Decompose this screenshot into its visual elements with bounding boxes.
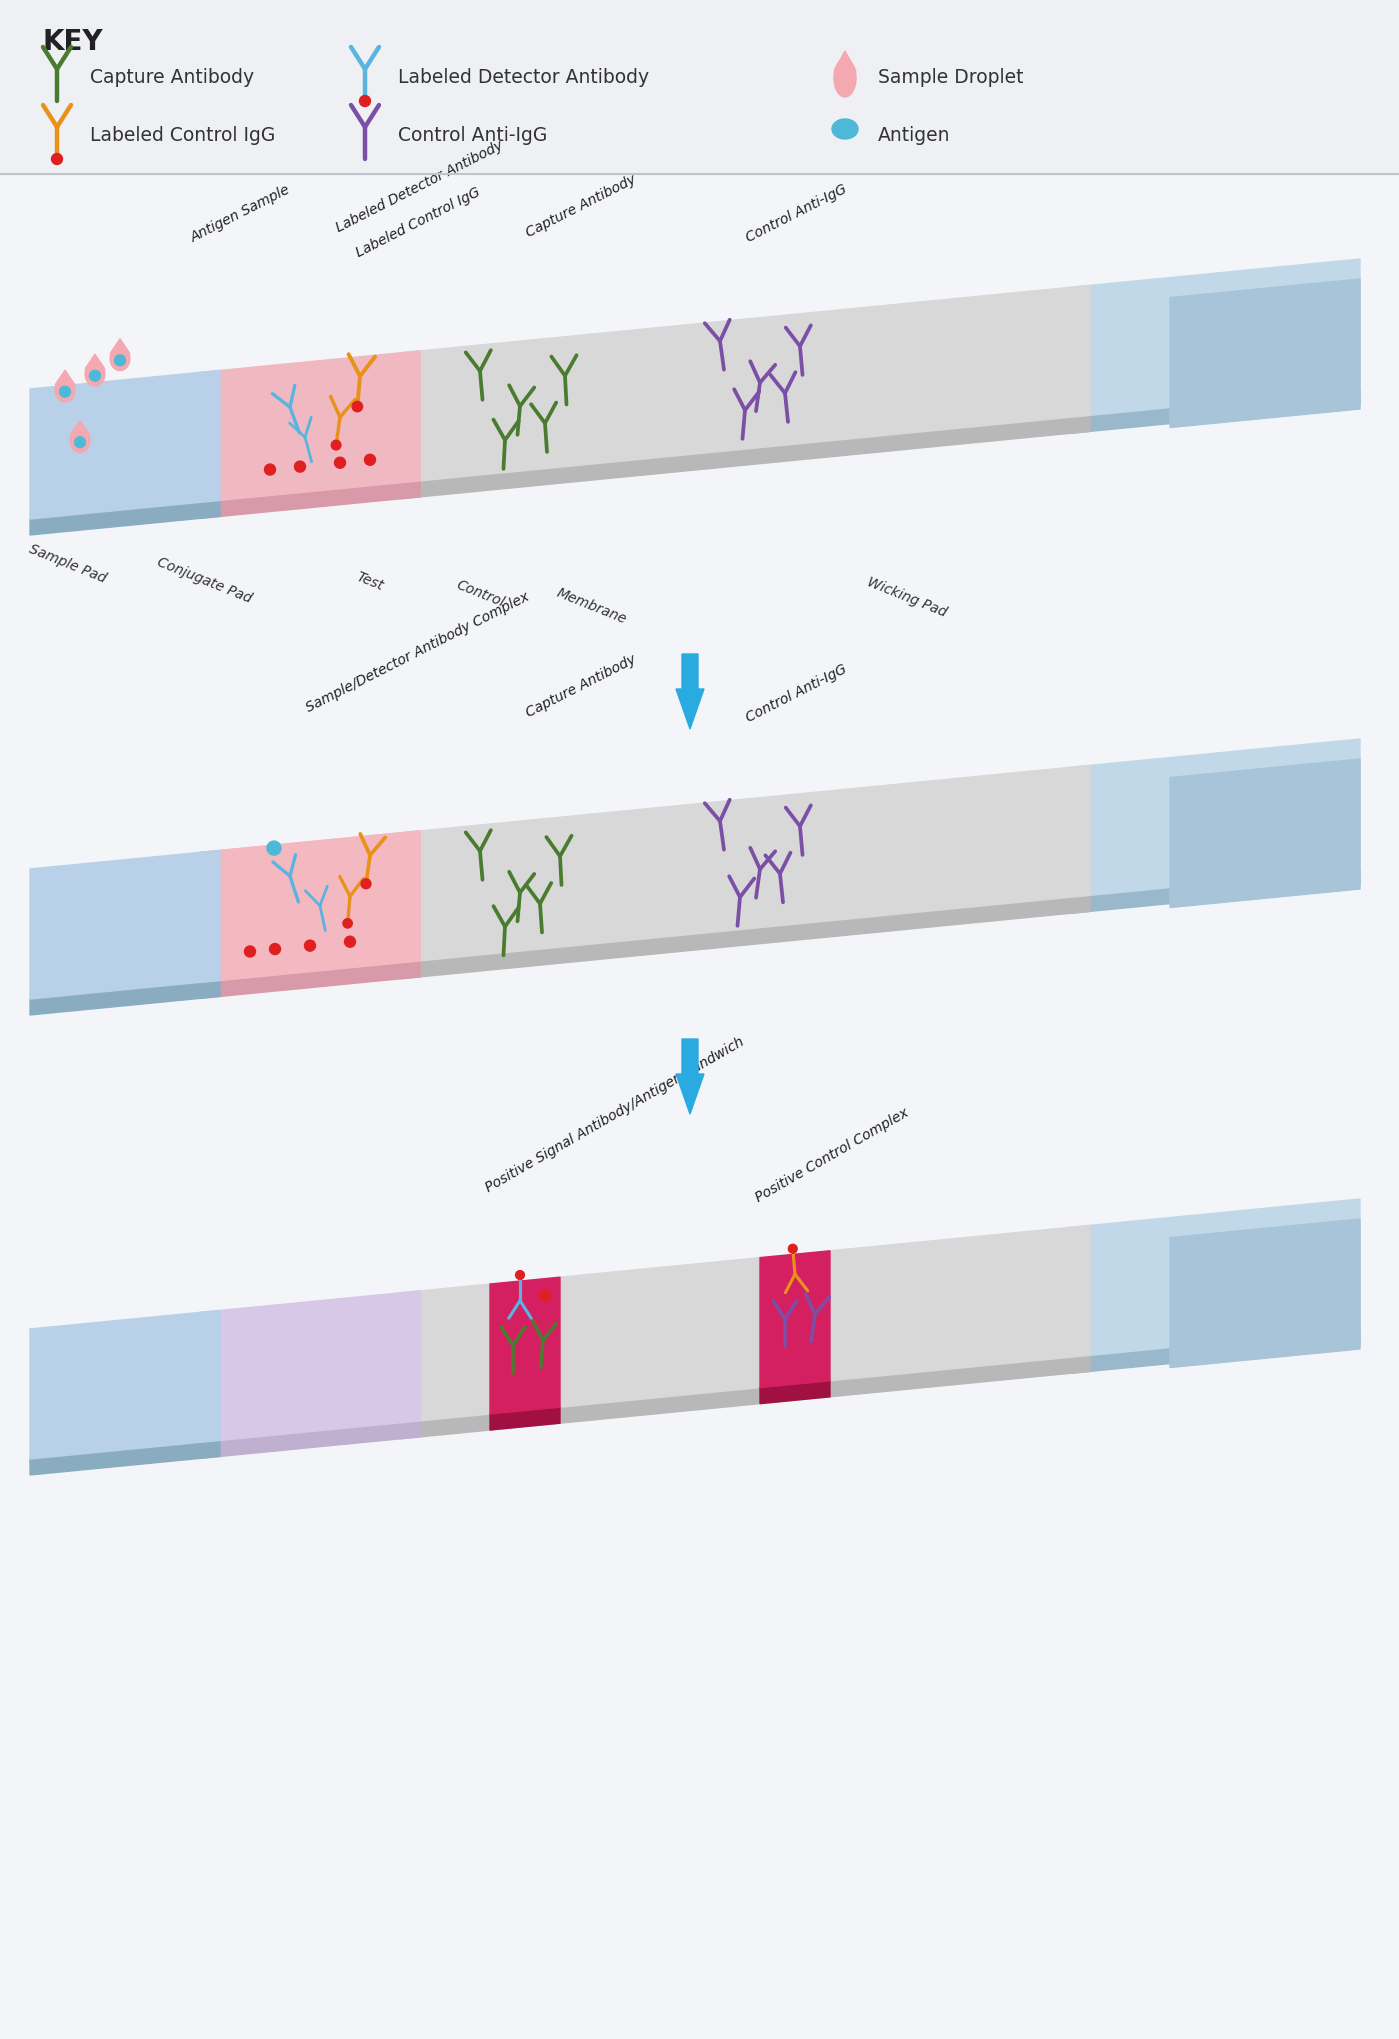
Ellipse shape	[832, 120, 858, 141]
Polygon shape	[55, 371, 76, 385]
Polygon shape	[1070, 389, 1360, 434]
Circle shape	[264, 465, 276, 475]
Circle shape	[353, 402, 362, 412]
Polygon shape	[1170, 761, 1360, 907]
Circle shape	[334, 459, 346, 469]
Circle shape	[267, 842, 281, 856]
Polygon shape	[400, 285, 1090, 483]
Polygon shape	[400, 1225, 1090, 1423]
Circle shape	[361, 879, 371, 889]
Polygon shape	[200, 1291, 420, 1444]
Circle shape	[270, 944, 281, 954]
Polygon shape	[834, 51, 856, 71]
Polygon shape	[200, 351, 420, 504]
Text: Control Anti-IgG: Control Anti-IgG	[397, 126, 547, 145]
Polygon shape	[70, 422, 90, 436]
Text: Capture Antibody: Capture Antibody	[90, 67, 255, 86]
Polygon shape	[111, 341, 130, 355]
Ellipse shape	[85, 363, 105, 387]
Text: Labeled Detector Antibody: Labeled Detector Antibody	[333, 139, 505, 234]
Polygon shape	[29, 502, 220, 536]
FancyArrow shape	[676, 655, 704, 730]
Circle shape	[343, 920, 353, 928]
Text: Control Anti-IgG: Control Anti-IgG	[744, 181, 849, 245]
Ellipse shape	[111, 347, 130, 371]
Ellipse shape	[834, 59, 856, 98]
Text: Antigen Sample: Antigen Sample	[189, 184, 292, 245]
Text: Positive Signal Antibody/Antigen Sandwich: Positive Signal Antibody/Antigen Sandwic…	[483, 1034, 747, 1195]
Text: Wicking Pad: Wicking Pad	[865, 575, 949, 620]
Bar	[0, 0, 1399, 175]
Polygon shape	[760, 1252, 830, 1389]
Polygon shape	[29, 1311, 220, 1460]
Circle shape	[305, 940, 316, 952]
Polygon shape	[760, 1380, 830, 1405]
Circle shape	[365, 455, 375, 467]
Polygon shape	[85, 355, 105, 369]
Circle shape	[245, 946, 256, 958]
Text: Membrane: Membrane	[555, 585, 628, 626]
Polygon shape	[29, 981, 220, 1015]
Polygon shape	[200, 832, 420, 983]
Polygon shape	[29, 850, 220, 999]
Polygon shape	[400, 1356, 1090, 1440]
Text: Sample/Detector Antibody Complex: Sample/Detector Antibody Complex	[304, 589, 532, 714]
Circle shape	[60, 387, 70, 398]
Text: Labeled Control IgG: Labeled Control IgG	[354, 186, 483, 259]
Polygon shape	[200, 962, 420, 999]
Circle shape	[540, 1291, 550, 1301]
Circle shape	[52, 155, 63, 165]
Text: Positive Control Complex: Positive Control Complex	[753, 1105, 911, 1205]
Polygon shape	[29, 371, 220, 520]
Polygon shape	[1170, 1219, 1360, 1368]
Circle shape	[115, 355, 126, 367]
Polygon shape	[400, 895, 1090, 979]
Text: Labeled Detector Antibody: Labeled Detector Antibody	[397, 67, 649, 86]
Circle shape	[344, 936, 355, 948]
Circle shape	[360, 96, 371, 108]
Ellipse shape	[55, 379, 76, 404]
Polygon shape	[200, 832, 420, 983]
Text: Conjugate Pad: Conjugate Pad	[155, 555, 253, 606]
Polygon shape	[490, 1278, 560, 1415]
Polygon shape	[200, 481, 420, 520]
Polygon shape	[1070, 1329, 1360, 1374]
Polygon shape	[1070, 740, 1360, 897]
Polygon shape	[1170, 279, 1360, 428]
Polygon shape	[200, 1421, 420, 1458]
Text: Labeled Control IgG: Labeled Control IgG	[90, 126, 276, 145]
Circle shape	[90, 371, 101, 381]
Ellipse shape	[70, 430, 90, 453]
Text: Test: Test	[355, 569, 386, 593]
Text: Capture Antibody: Capture Antibody	[523, 171, 638, 241]
Text: Control Anti-IgG: Control Anti-IgG	[744, 663, 849, 724]
Circle shape	[295, 463, 305, 473]
Polygon shape	[400, 767, 1090, 962]
Text: Antigen: Antigen	[879, 126, 950, 145]
Polygon shape	[1070, 1199, 1360, 1358]
Circle shape	[332, 440, 341, 451]
Polygon shape	[1070, 259, 1360, 418]
Text: KEY: KEY	[42, 29, 102, 55]
Circle shape	[516, 1270, 525, 1280]
Polygon shape	[490, 1407, 560, 1429]
Polygon shape	[1070, 869, 1360, 913]
Text: Control: Control	[455, 577, 506, 610]
Circle shape	[789, 1244, 797, 1254]
Text: Sample Pad: Sample Pad	[27, 542, 108, 585]
Text: Sample Droplet: Sample Droplet	[879, 67, 1024, 86]
Circle shape	[74, 438, 85, 449]
FancyArrow shape	[676, 1040, 704, 1115]
Polygon shape	[29, 1442, 220, 1476]
Polygon shape	[400, 416, 1090, 500]
Text: Capture Antibody: Capture Antibody	[523, 652, 638, 720]
